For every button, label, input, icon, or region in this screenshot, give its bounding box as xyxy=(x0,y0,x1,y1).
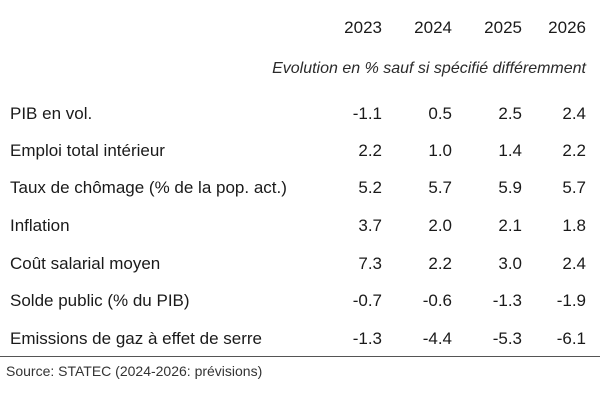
table-cell: 1.8 xyxy=(562,216,586,235)
row-label: Coût salarial moyen xyxy=(10,254,161,273)
row-label: Taux de chômage (% de la pop. act.) xyxy=(10,178,287,197)
table-cell: 7.3 xyxy=(358,254,382,273)
table-cell: -0.7 xyxy=(352,291,382,310)
table-cell: 5.9 xyxy=(498,178,522,197)
table-row-pib: PIB en vol. -1.1 0.5 2.5 2.4 xyxy=(0,104,600,141)
table-cell: -5.3 xyxy=(492,329,522,348)
table-bottom-divider xyxy=(0,356,600,357)
table-cell: 2.4 xyxy=(562,104,586,123)
year-header-2025: 2025 xyxy=(484,18,522,37)
row-label: PIB en vol. xyxy=(10,104,93,123)
table-cell: 2.2 xyxy=(358,141,382,160)
table-cell: 5.2 xyxy=(358,178,382,197)
table-row-chomage: Taux de chômage (% de la pop. act.) 5.2 … xyxy=(0,178,600,215)
table-row-emissions: Emissions de gaz à effet de serre -1.3 -… xyxy=(0,329,600,366)
table-row-cout-salarial: Coût salarial moyen 7.3 2.2 3.0 2.4 xyxy=(0,254,600,291)
table-row-solde-public: Solde public (% du PIB) -0.7 -0.6 -1.3 -… xyxy=(0,291,600,328)
year-header-2023: 2023 xyxy=(344,18,382,37)
table-cell: 5.7 xyxy=(428,178,452,197)
table-cell: -1.3 xyxy=(492,291,522,310)
table-cell: 5.7 xyxy=(562,178,586,197)
table-cell: -1.1 xyxy=(352,104,382,123)
year-header-2024: 2024 xyxy=(414,18,452,37)
table-cell: -6.1 xyxy=(556,329,586,348)
table-cell: 2.1 xyxy=(498,216,522,235)
table-cell: -0.6 xyxy=(422,291,452,310)
source-note: Source: STATEC (2024-2026: prévisions) xyxy=(6,363,263,379)
row-label: Solde public (% du PIB) xyxy=(10,291,190,310)
table-cell: -1.3 xyxy=(352,329,382,348)
table-subtitle: Evolution en % sauf si spécifié différem… xyxy=(272,60,586,77)
row-label: Inflation xyxy=(10,216,70,235)
table-cell: -4.4 xyxy=(422,329,452,348)
table-row-inflation: Inflation 3.7 2.0 2.1 1.8 xyxy=(0,216,600,253)
table-cell: 2.2 xyxy=(428,254,452,273)
table-cell: 0.5 xyxy=(428,104,452,123)
table-row-emploi: Emploi total intérieur 2.2 1.0 1.4 2.2 xyxy=(0,141,600,178)
year-header-2026: 2026 xyxy=(548,18,586,37)
row-label: Emissions de gaz à effet de serre xyxy=(10,329,262,348)
table-cell: 1.0 xyxy=(428,141,452,160)
table-cell: 2.5 xyxy=(498,104,522,123)
table-cell: 2.2 xyxy=(562,141,586,160)
table-cell: 3.0 xyxy=(498,254,522,273)
table-cell: 2.0 xyxy=(428,216,452,235)
table-cell: 3.7 xyxy=(358,216,382,235)
table-cell: 1.4 xyxy=(498,141,522,160)
table-cell: -1.9 xyxy=(556,291,586,310)
table-cell: 2.4 xyxy=(562,254,586,273)
row-label: Emploi total intérieur xyxy=(10,141,165,160)
